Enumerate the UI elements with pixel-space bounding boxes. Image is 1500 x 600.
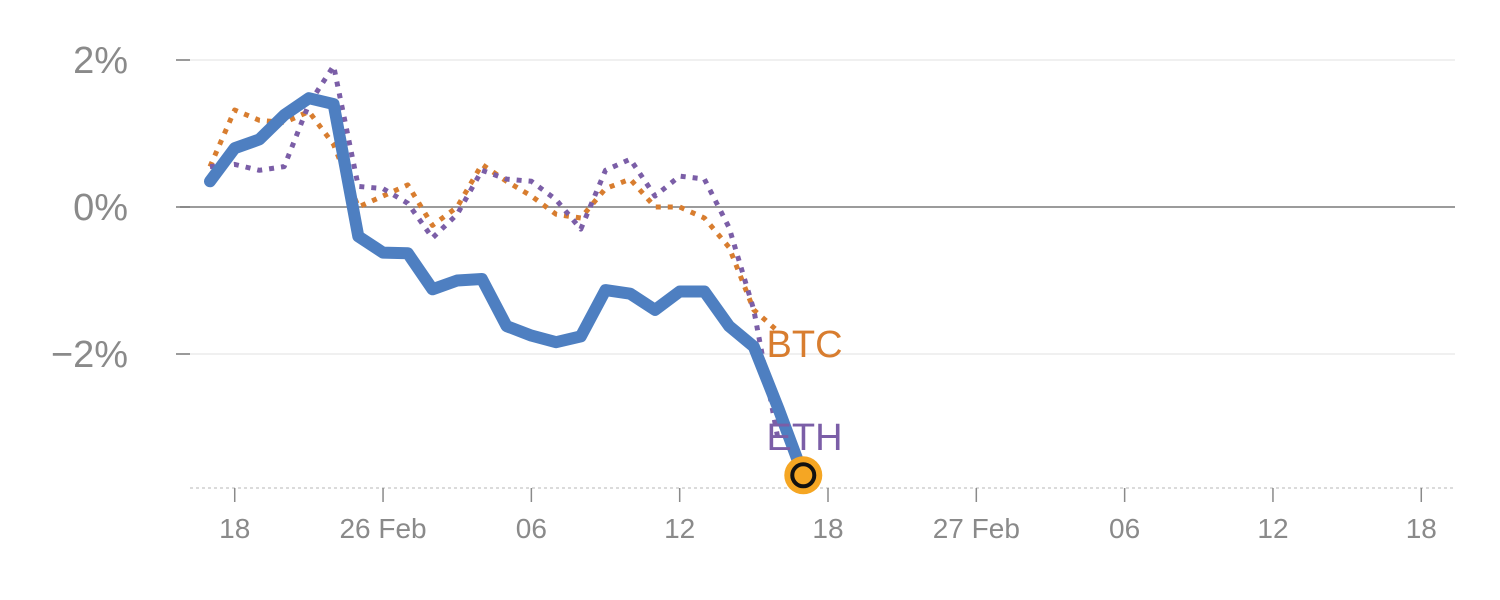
gridlines (180, 59, 1455, 355)
series-lines (204, 63, 810, 482)
y-axis: 2% 0% −2% (51, 40, 190, 376)
end-marker-dot (790, 462, 817, 489)
x-tick-label: 12 (1257, 513, 1288, 544)
y-tick-label: −2% (51, 334, 128, 376)
x-tick-label: 18 (1406, 513, 1437, 544)
x-axis: 18 26 Feb 06 12 18 27 Feb 06 12 18 (190, 487, 1455, 544)
end-marker (784, 456, 823, 495)
x-tick-label: 18 (219, 513, 250, 544)
eth-series-line (209, 63, 782, 443)
x-tick-label: 18 (812, 513, 843, 544)
series-labels: BTC ETH (767, 324, 843, 459)
x-tick-label: 26 Feb (339, 513, 426, 544)
main-series-line (204, 92, 810, 482)
btc-label: BTC (767, 324, 843, 366)
x-tick-label: 27 Feb (933, 513, 1020, 544)
eth-label: ETH (767, 417, 843, 459)
y-tick-label: 2% (73, 40, 128, 82)
x-tick-label: 12 (664, 513, 695, 544)
y-tick-label: 0% (73, 187, 128, 229)
x-tick-label: 06 (516, 513, 547, 544)
x-tick-label: 06 (1109, 513, 1140, 544)
